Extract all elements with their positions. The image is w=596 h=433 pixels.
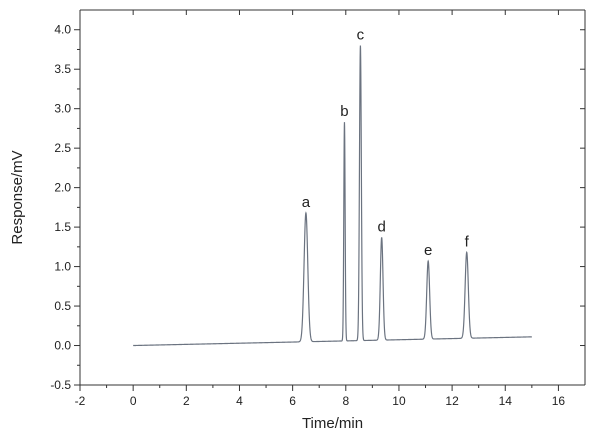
x-tick-label: 8 [342,394,349,408]
x-tick-label: 10 [392,394,406,408]
y-tick-label: 0.5 [54,299,71,313]
peak-label-group: a b c d e f [302,27,470,260]
peak-label-a: a [302,194,311,211]
y-tick-label: 0.0 [54,339,71,353]
y-tick-label: 1.5 [54,220,71,234]
x-axis-title: Time/min [302,415,363,432]
x-tick-label: 12 [445,394,459,408]
y-tick-label: 2.0 [54,181,71,195]
peak-label-f: f [465,233,470,250]
x-tick-label: 0 [130,394,137,408]
chromatogram-trace [133,45,532,347]
y-tick-label: 1.0 [54,260,71,274]
x-tick-label: 6 [289,394,296,408]
y-tick-label: 3.5 [54,62,71,76]
y-tick-label: 2.5 [54,141,71,155]
x-tick-label: 16 [552,394,566,408]
y-tick-label: -0.5 [50,378,71,392]
plot-axes [79,9,586,386]
tick-group [74,10,585,391]
y-axis-title: Response/mV [9,150,26,244]
peak-label-d: d [377,218,385,235]
tick-label-group: -2 0 2 4 6 8 10 12 14 16 -0.5 0.0 0.5 1.0 1.5 2.0 2.5 3.0… [50,23,565,408]
y-tick-label: 3.0 [54,102,71,116]
peak-label-b: b [340,103,348,120]
peak-label-e: e [424,242,432,259]
x-tick-label: 2 [183,394,190,408]
peak-label-c: c [357,27,365,44]
x-tick-label: 4 [236,394,243,408]
x-tick-label: 14 [499,394,513,408]
x-tick-label: -2 [75,394,86,408]
y-tick-label: 4.0 [54,23,71,37]
